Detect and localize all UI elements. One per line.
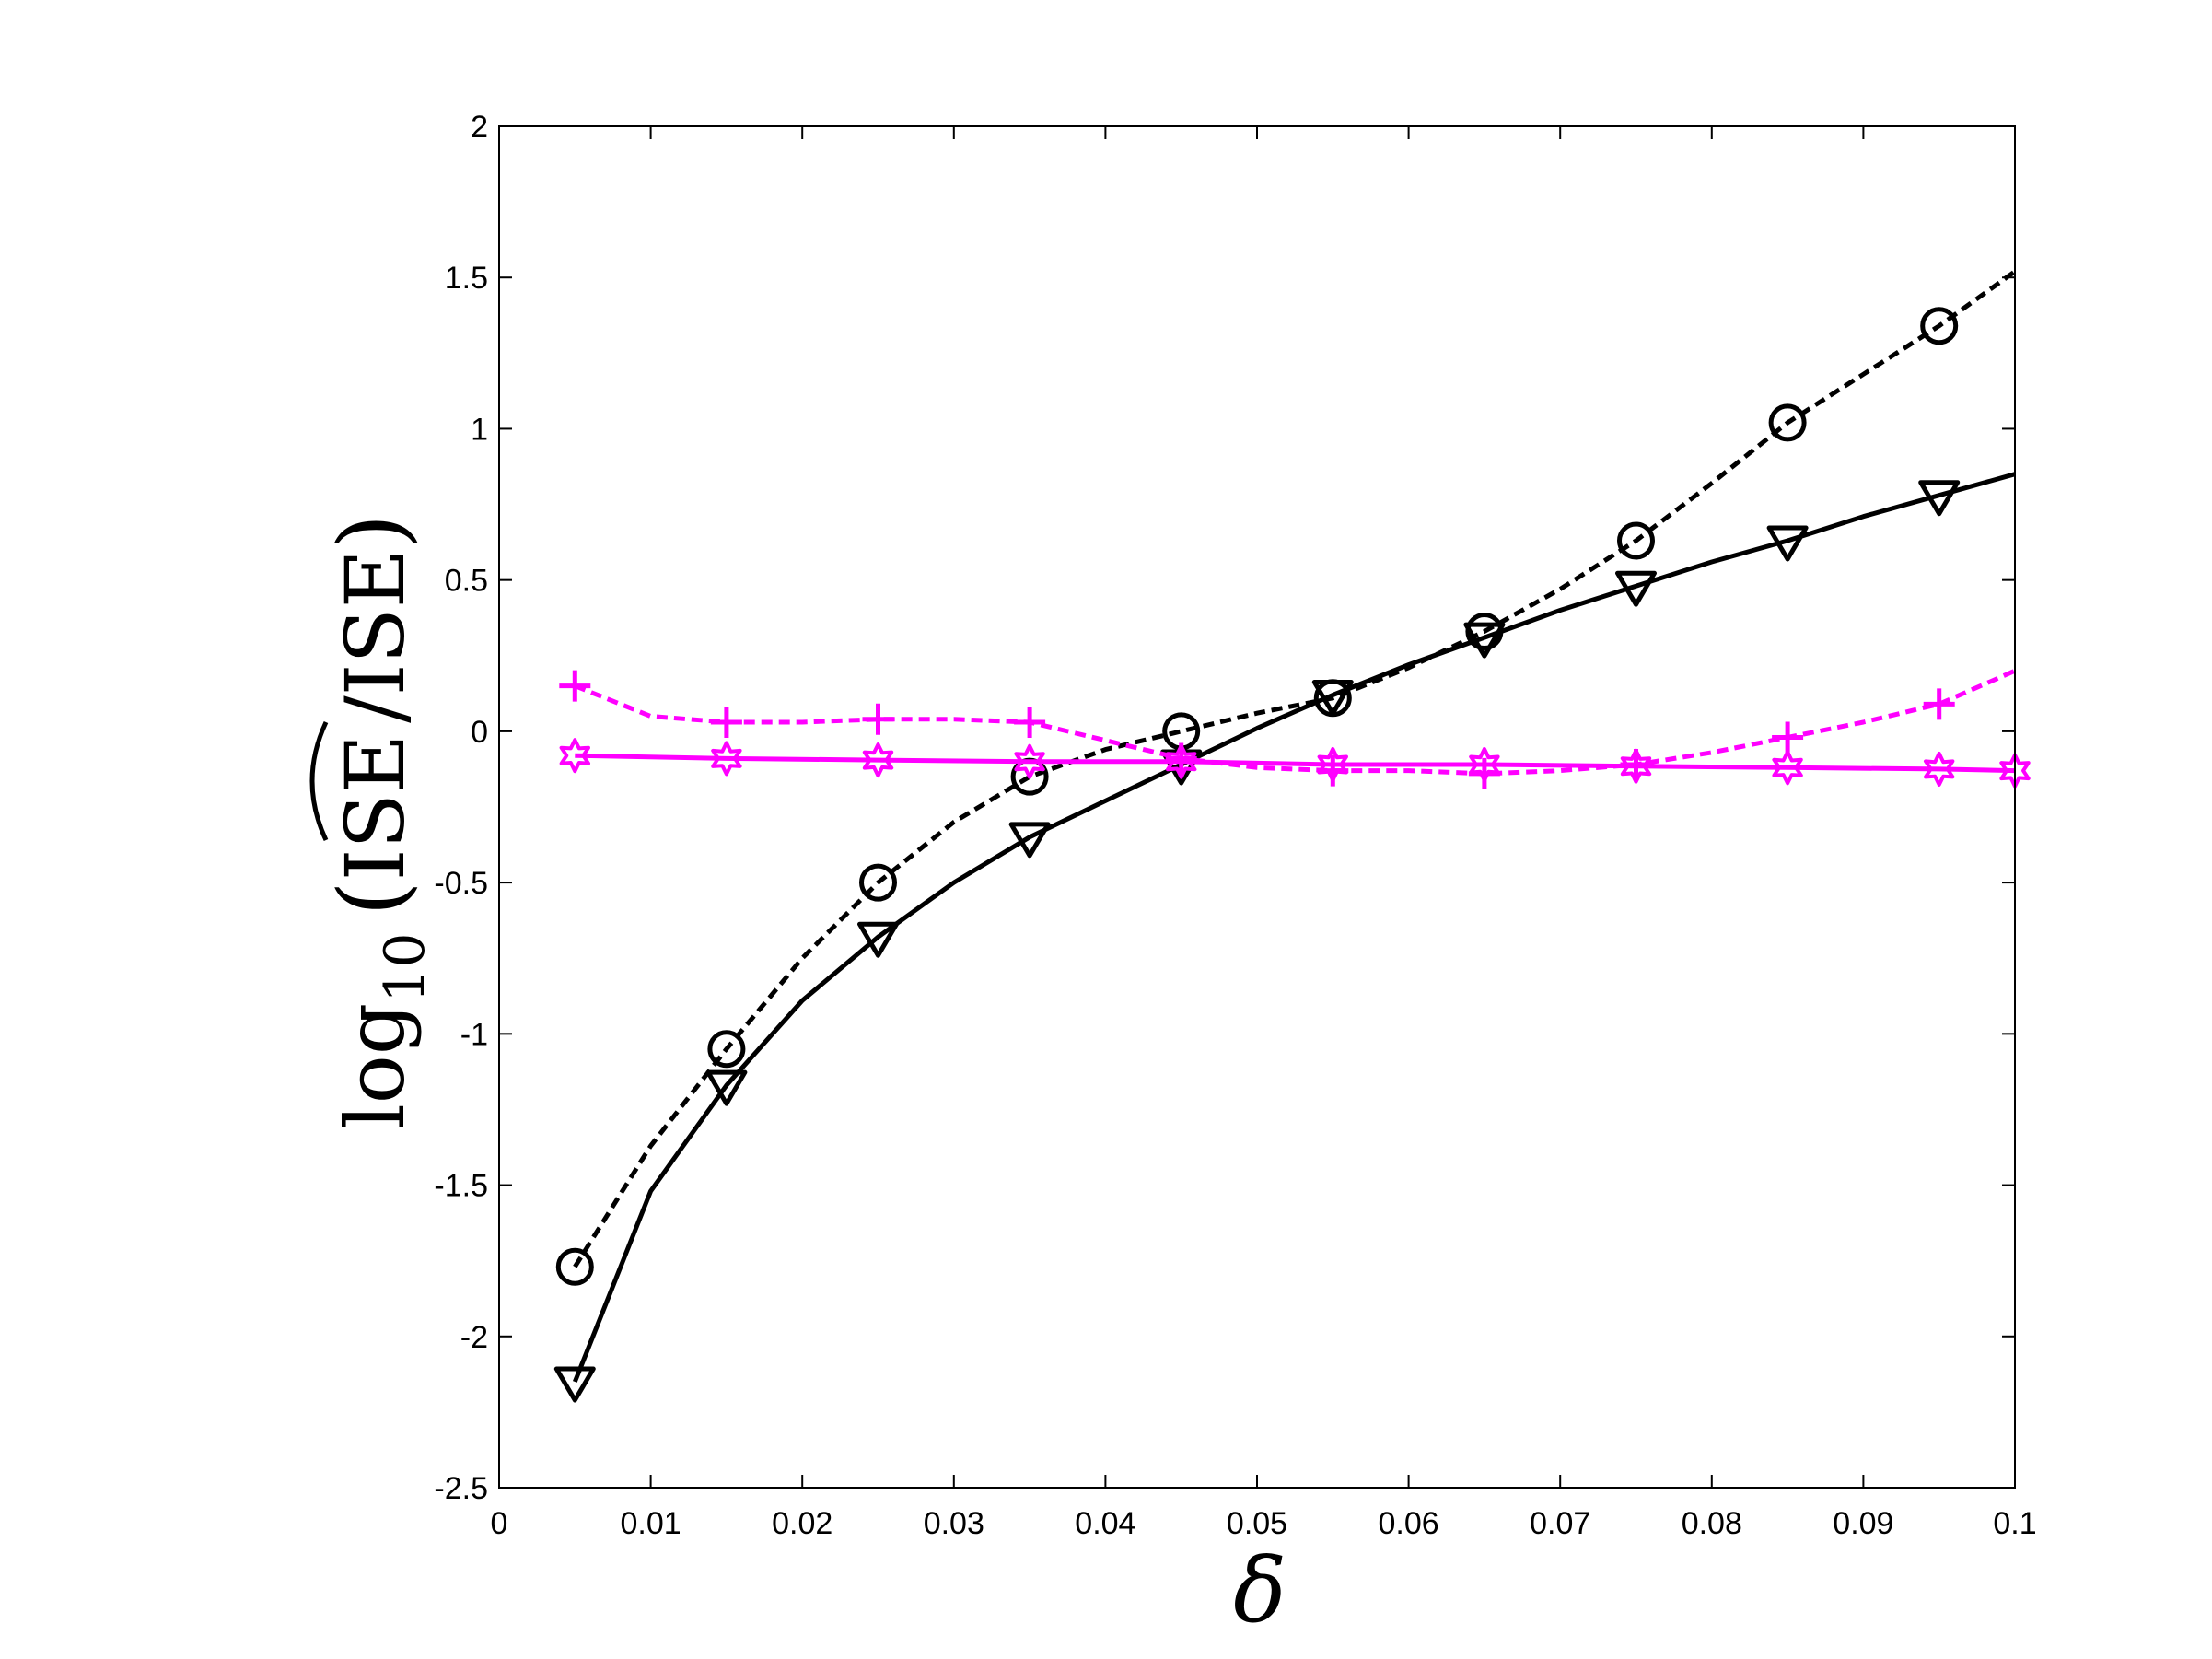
series-2-marker (1772, 721, 1804, 754)
x-tick-label: 0.08 (1682, 1506, 1742, 1541)
series-3-marker (1772, 750, 1803, 786)
x-tick-labels: 0 0.01 0.02 0.03 0.04 0.05 0.06 0.07 0.08 0.09 0.1 (491, 1506, 2037, 1541)
series-3-marker (711, 741, 742, 777)
y-axis-label-subscript: 10 (373, 932, 437, 1002)
y-axis-label-denominator: ISE (328, 549, 423, 695)
y-axis-label-slash: / (328, 695, 423, 723)
y-tick-label: -0.5 (434, 866, 488, 901)
axis-ticks (498, 125, 2016, 1489)
series-0-marker (555, 1247, 594, 1286)
y-axis-label-close-paren: ) (320, 514, 425, 549)
y-tick-label: 0.5 (445, 564, 488, 599)
x-tick-label: 0.07 (1530, 1506, 1590, 1541)
series-1-marker (705, 1069, 748, 1106)
y-tick-label: 0 (471, 715, 488, 750)
series-0-marker (859, 863, 897, 902)
series-1-marker (1615, 570, 1657, 607)
series-1-line (572, 472, 2016, 1383)
series-2-marker (559, 670, 591, 702)
series-0-marker (1768, 403, 1807, 442)
x-tick-label: 0.03 (924, 1506, 984, 1541)
series-1-marker (553, 1366, 596, 1403)
series-3-line (575, 753, 2016, 774)
series-3-marker (862, 742, 894, 778)
x-tick-label: 0 (491, 1506, 508, 1541)
y-tick-label: -2 (460, 1320, 488, 1355)
series-2-marker (1014, 707, 1046, 739)
series-1-marker (857, 921, 899, 958)
y-tick-label: -1 (460, 1017, 488, 1052)
x-tick-label: 0.05 (1227, 1506, 1287, 1541)
series-3-marker (559, 738, 590, 774)
series-2-marker (862, 703, 894, 735)
series-0-marker (1920, 307, 1959, 345)
series-1-marker (1766, 525, 1809, 562)
series-2-marker (710, 707, 742, 739)
y-axis-label-hat (309, 720, 329, 842)
y-tick-label: -2.5 (434, 1471, 488, 1506)
series-3-marker (1317, 747, 1348, 782)
x-tick-label: 0.1 (1993, 1506, 2036, 1541)
y-axis-label-numerator: ISE (328, 734, 423, 881)
y-tick-label: -1.5 (434, 1169, 488, 1204)
series-3-marker (1469, 747, 1500, 782)
series-3-marker (1924, 751, 1955, 787)
series-0-marker (707, 1030, 746, 1069)
y-axis-label-log: log (328, 1003, 423, 1129)
svg-text:log10(ISE/ISE): log10(ISE/ISE) (320, 514, 437, 1130)
series-2-line (574, 668, 2017, 777)
y-tick-label: 1.5 (445, 261, 488, 296)
x-tick-label: 0.01 (621, 1506, 681, 1541)
series-2-marker (1923, 688, 1955, 720)
series-1-marker (1463, 622, 1506, 659)
series-1-marker (1918, 480, 1961, 517)
series-3-marker (1620, 748, 1652, 784)
y-axis-label-open-paren: ( (320, 881, 425, 916)
series-0-marker (1617, 521, 1655, 560)
series-1-marker (1311, 679, 1354, 716)
y-tick-label: 1 (471, 412, 488, 447)
y-tick-label: 2 (471, 110, 488, 145)
y-tick-labels: -2.5 -2 -1.5 -1 -0.5 0 0.5 1 1.5 2 (434, 110, 488, 1506)
y-axis-label: log10(ISE/ISE) (309, 514, 437, 1130)
x-tick-label: 0.09 (1833, 1506, 1893, 1541)
series-1-marker (1008, 822, 1051, 859)
series-3-marker (1014, 743, 1045, 779)
x-tick-label: 0.02 (772, 1506, 832, 1541)
x-axis-label: δ (1233, 1539, 1286, 1642)
series-3-marker (1166, 743, 1197, 779)
x-tick-label: 0.06 (1379, 1506, 1439, 1541)
x-tick-label: 0.04 (1075, 1506, 1135, 1541)
